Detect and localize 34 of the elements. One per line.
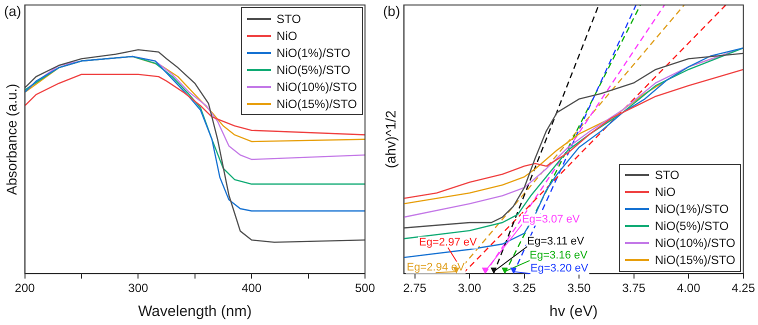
legend-label: NiO	[654, 185, 676, 200]
legend-label: NiO(1%)/STO	[654, 202, 729, 216]
legend-label: NiO(15%)/STO	[276, 96, 357, 110]
x-tick-label: 3.25	[512, 281, 536, 296]
legend-label: STO	[654, 168, 680, 182]
x-tick-label: 2.75	[403, 281, 427, 296]
x-tick-label: 4.00	[676, 281, 701, 296]
y-axis-title: Absorbance (a.u.)	[3, 84, 20, 195]
annotation: Eg=3.16 eV	[530, 250, 588, 262]
annotation: Eg=3.07 eV	[522, 214, 580, 226]
legend-label: NiO(5%)/STO	[654, 219, 729, 234]
legend-label: NiO(10%)/STO	[276, 80, 357, 94]
annotation: Eg=2.97 eV	[419, 236, 478, 249]
x-axis-title: hv (eV)	[549, 303, 598, 320]
x-tick-label: 300	[128, 281, 149, 296]
x-tick-label: 200	[14, 281, 36, 296]
chart-title: (b)	[383, 3, 400, 19]
x-tick-label: 400	[242, 281, 262, 296]
legend-label: NiO(5%)/STO	[276, 62, 350, 76]
x-tick-label: 3.75	[622, 281, 646, 296]
y-axis-title: (ahv)^1/2	[382, 110, 398, 168]
legend-label: NiO(10%)/STO	[654, 236, 736, 250]
legend-label: STO	[276, 12, 301, 26]
chart-title: (a)	[4, 3, 22, 19]
x-tick-label: 500	[354, 281, 376, 296]
annotation: Eg=3.20 eV	[530, 262, 589, 275]
x-tick-label: 3.50	[567, 281, 592, 296]
x-axis-title: Wavelength (nm)	[138, 303, 252, 320]
x-tick-label: 3.00	[458, 281, 482, 296]
annotation: Eg=3.11 eV	[527, 236, 585, 248]
legend-label: NiO(15%)/STO	[654, 253, 736, 268]
legend-label: NiO	[276, 28, 298, 42]
x-tick-label: 4.25	[732, 281, 756, 296]
legend-label: NiO(1%)/STO	[276, 46, 350, 60]
